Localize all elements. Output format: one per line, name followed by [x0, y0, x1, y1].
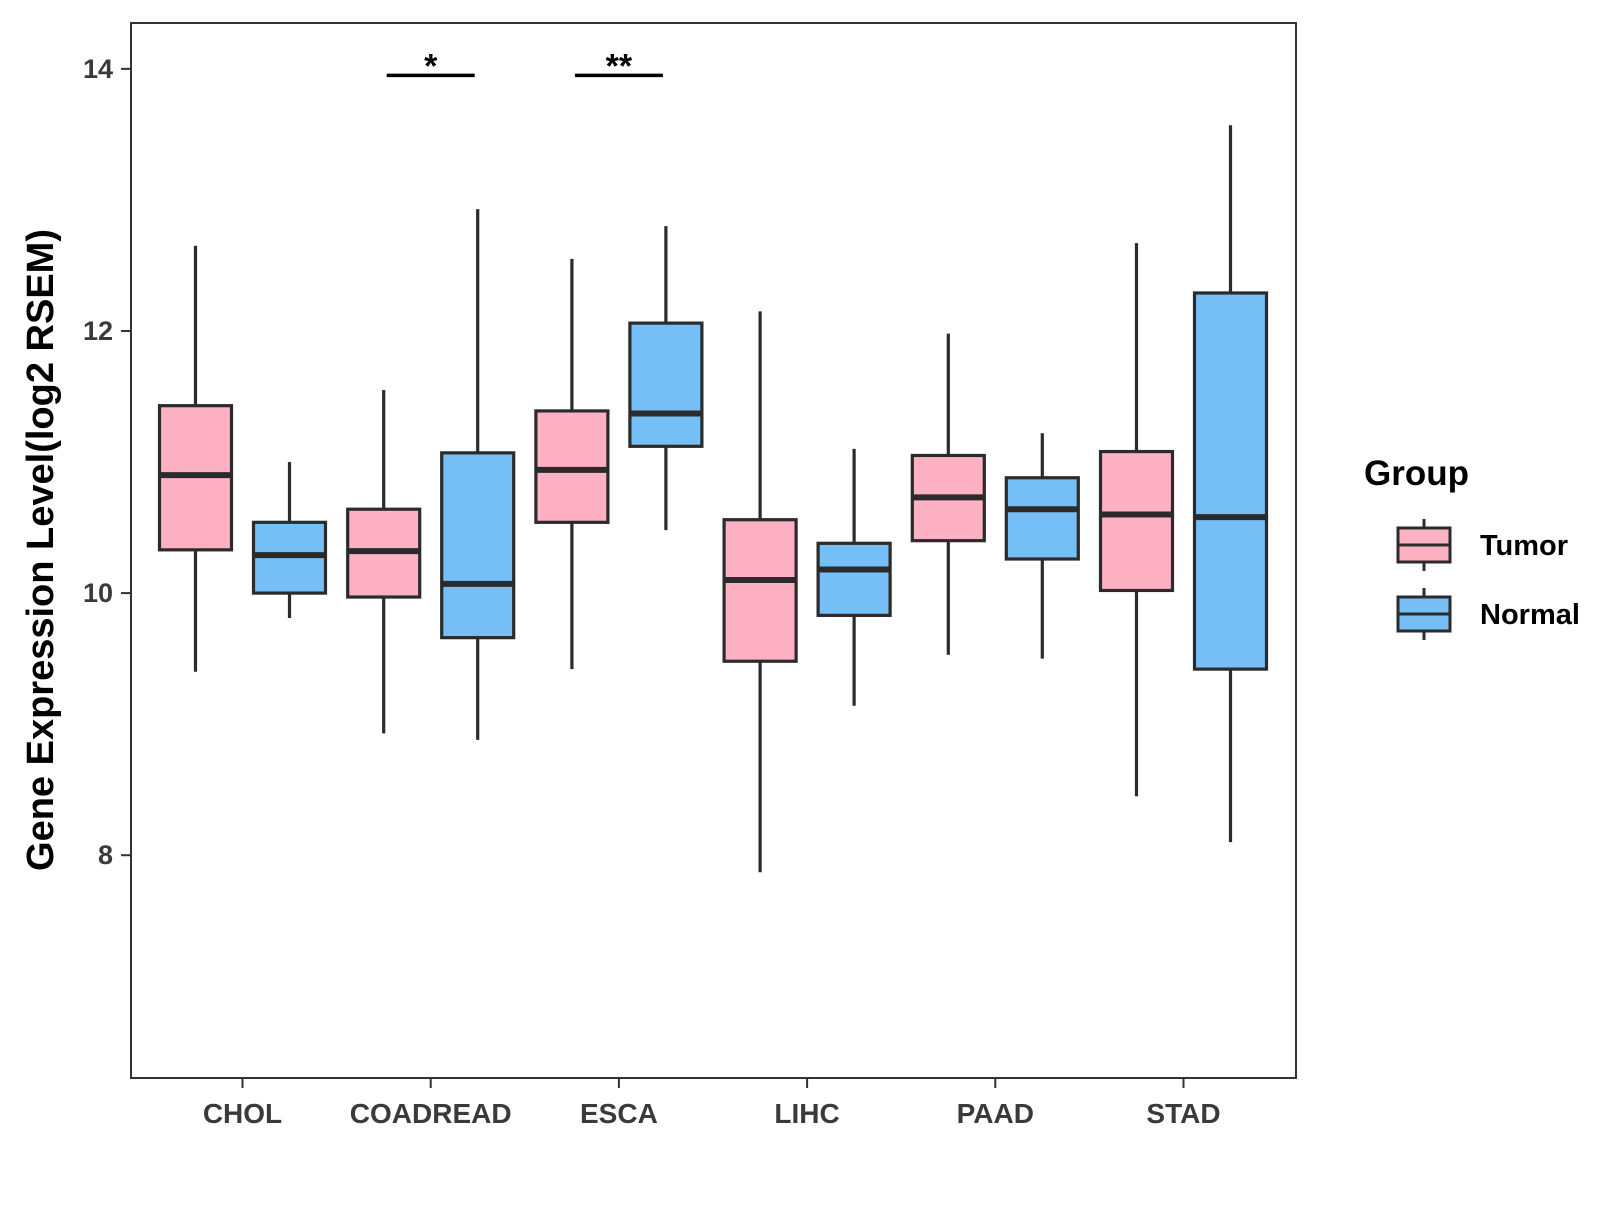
- box-tumor-paad: [910, 333, 986, 655]
- x-axis: CHOL COADREAD ESCA LIHC PAAD STAD: [203, 1078, 1221, 1129]
- x-tick-label-lihc: LIHC: [774, 1098, 839, 1129]
- iqr-box-tumor-esca: [534, 409, 610, 524]
- x-tick-label-chol: CHOL: [203, 1098, 282, 1129]
- box-normal-paad: [1004, 433, 1080, 659]
- box-tumor-esca: [534, 258, 610, 670]
- iqr-box-normal-stad: [1192, 291, 1269, 671]
- box-tumor-coadread: [346, 389, 422, 734]
- y-tick-label-8: 8: [98, 840, 113, 870]
- box-normal-stad: [1192, 125, 1269, 843]
- plot-panel-border: [130, 22, 1297, 1079]
- box-normal-esca: [628, 226, 704, 531]
- y-tick-label-12: 12: [83, 316, 113, 346]
- box-normal-coadread: [440, 209, 516, 740]
- legend-label-normal: Normal: [1480, 599, 1580, 631]
- y-tick-label-14: 14: [83, 54, 113, 84]
- x-tick-label-esca: ESCA: [580, 1098, 658, 1129]
- box-normal-chol: [251, 462, 328, 618]
- legend: Group Tumor Normal: [1364, 454, 1580, 640]
- sig-label-esca: **: [606, 47, 633, 85]
- boxes-layer: [157, 125, 1269, 873]
- sig-label-coadread: *: [424, 47, 438, 85]
- y-axis: 8 10 12 14: [83, 54, 131, 870]
- iqr-box-tumor-stad: [1098, 449, 1175, 593]
- legend-key-tumor: [1396, 519, 1452, 571]
- y-tick-label-10: 10: [83, 578, 113, 608]
- x-tick-label-paad: PAAD: [957, 1098, 1034, 1129]
- annotations-layer: * **: [386, 47, 663, 85]
- iqr-box-normal-coadread: [440, 451, 516, 640]
- box-normal-lihc: [816, 448, 892, 706]
- box-tumor-chol: [157, 245, 234, 672]
- x-tick-label-stad: STAD: [1146, 1098, 1220, 1129]
- legend-key-normal: [1396, 588, 1452, 640]
- iqr-box-tumor-lihc: [722, 518, 798, 663]
- box-tumor-stad: [1098, 243, 1175, 797]
- y-axis-title: Gene Expression Level(log2 RSEM): [20, 229, 62, 871]
- iqr-box-normal-paad: [1004, 476, 1080, 561]
- box-tumor-lihc: [722, 311, 798, 873]
- legend-label-tumor: Tumor: [1480, 530, 1568, 562]
- iqr-box-normal-lihc: [816, 541, 892, 617]
- legend-title: Group: [1364, 454, 1469, 493]
- x-tick-label-coadread: COADREAD: [350, 1098, 512, 1129]
- iqr-box-normal-esca: [628, 321, 704, 448]
